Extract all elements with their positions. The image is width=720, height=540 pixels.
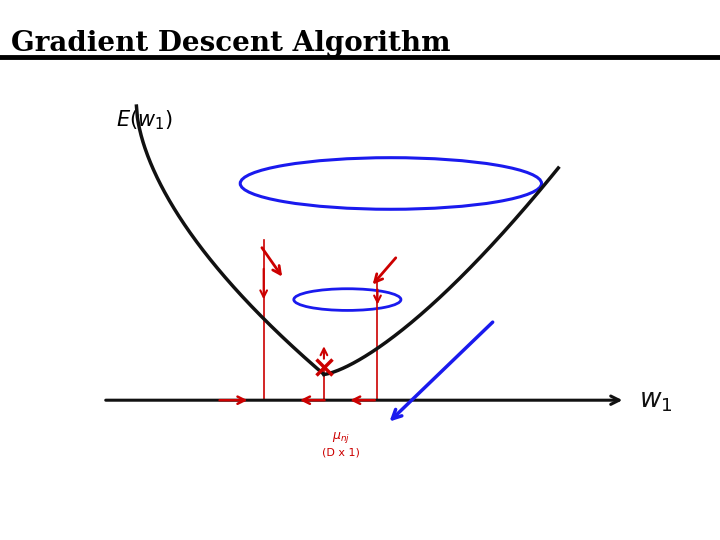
Text: $\mu_{nj}$: $\mu_{nj}$ (332, 430, 350, 445)
Text: $E(w_1)$: $E(w_1)$ (117, 109, 173, 132)
Text: $w_1$: $w_1$ (639, 389, 672, 414)
Text: (D x 1): (D x 1) (322, 448, 359, 458)
Text: Gradient Descent Algorithm: Gradient Descent Algorithm (11, 30, 450, 57)
